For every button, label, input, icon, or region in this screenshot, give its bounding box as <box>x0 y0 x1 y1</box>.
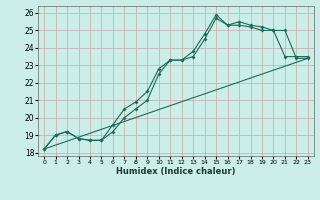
X-axis label: Humidex (Indice chaleur): Humidex (Indice chaleur) <box>116 167 236 176</box>
